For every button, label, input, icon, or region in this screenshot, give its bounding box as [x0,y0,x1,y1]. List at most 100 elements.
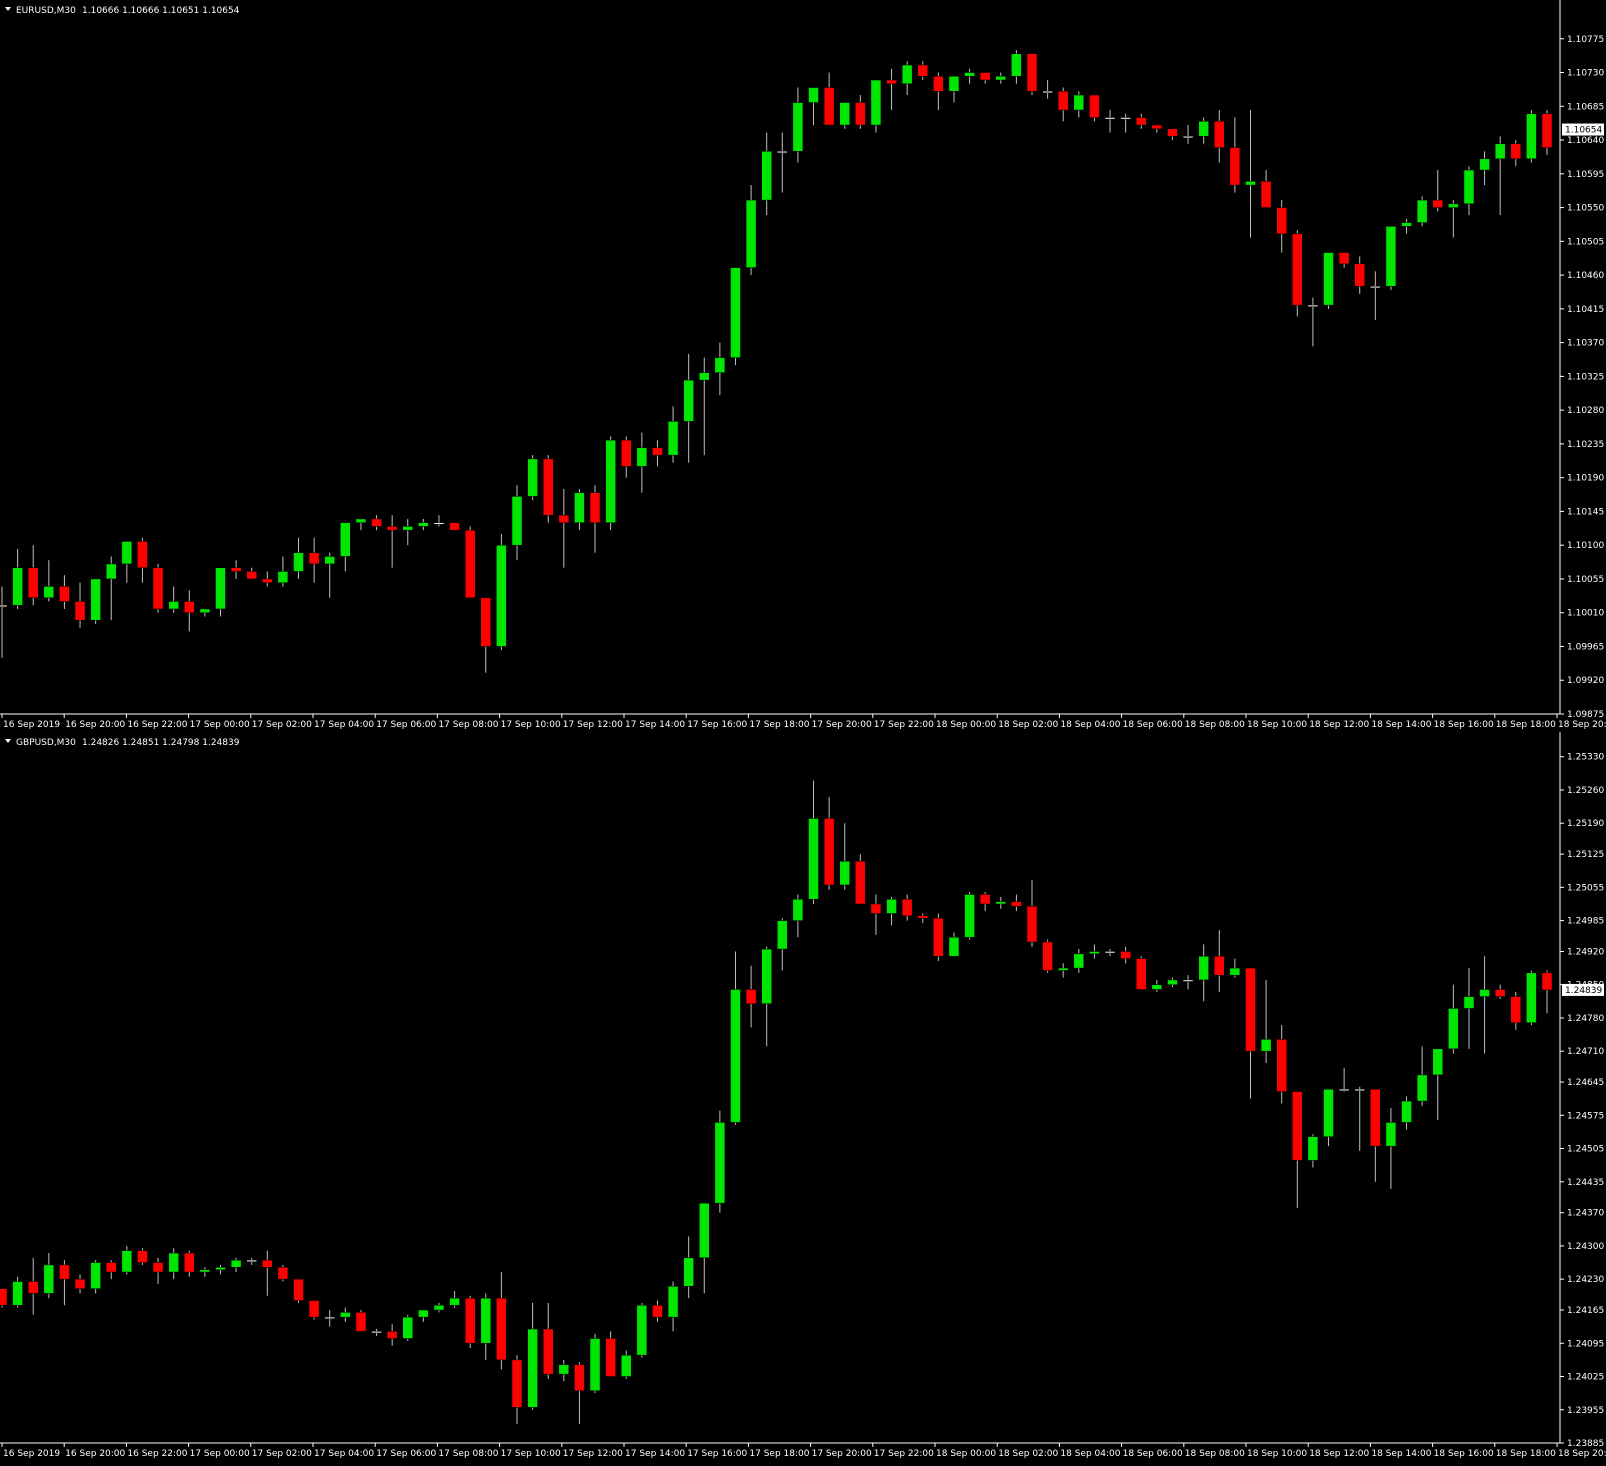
gbpusd-chart-window[interactable]: 1.25330 1.25260 1.25190 1.25125 1.25055 1.249… [0,732,1606,1466]
candle-body [1198,955,1209,981]
candle-body [1229,147,1241,186]
candle [1057,963,1069,978]
candle-body [1026,53,1038,92]
candle [527,1302,538,1410]
candle-body [995,901,1007,905]
collapse-triangle-icon[interactable] [5,739,11,743]
candle [745,965,757,1028]
candle [121,541,133,583]
candle [449,1291,460,1308]
candle-body [90,578,101,621]
candle [355,1310,367,1332]
candle-body [308,1300,320,1318]
candle-body [1042,91,1053,94]
gbpusd-current-price-marker: 1.24839 [1562,983,1604,996]
candle-body [542,1328,554,1375]
candle-body [1416,199,1428,223]
collapse-triangle-icon[interactable] [5,7,11,11]
time-tick-label: 18 Sep 00:00 [936,1449,996,1459]
eurusd-chart-window[interactable]: 1.10775 1.10730 1.10685 1.10640 1.10595 1.105… [0,0,1606,732]
candle [1323,1088,1334,1147]
price-tick-label: 1.25190 [1567,819,1604,829]
candle [1292,1091,1303,1208]
candle [1073,949,1085,973]
candle [152,563,164,613]
gbpusd-chart[interactable]: 1.25330 1.25260 1.25190 1.25125 1.25055 1.249… [0,732,1606,1466]
candle [262,571,273,587]
candle-body [839,860,850,886]
candle-body [1260,181,1272,208]
candle [511,485,523,561]
price-tick-label: 1.24985 [1567,917,1604,927]
candle [1541,970,1553,1014]
candle-body [652,1305,663,1318]
time-tick-label: 16 Sep 20:00 [65,1449,125,1459]
candle-body [464,529,476,598]
candle-body [59,586,70,602]
candle-body [184,1252,195,1273]
candle-body [1432,199,1444,208]
time-tick-label: 18 Sep 06:00 [1123,720,1183,730]
candle-body [1463,996,1475,1009]
candle-body [589,1338,601,1392]
price-tick-label: 1.24920 [1567,947,1604,957]
candle-body [1276,207,1287,235]
candle [246,567,257,580]
candle [1182,975,1194,990]
price-tick-label: 1.24505 [1567,1145,1604,1155]
candle [1245,967,1256,1099]
candle [1416,196,1428,227]
candle [855,854,866,905]
eurusd-symbol-label: EURUSD,M30 [16,6,76,16]
candle [105,556,117,621]
candle [480,597,492,673]
time-tick-label: 17 Sep 16:00 [687,1449,747,1459]
candle-body [355,518,367,523]
candle-body [59,1264,70,1280]
time-tick-label: 18 Sep 08:00 [1185,1449,1245,1459]
candle [199,608,211,617]
time-tick-label: 17 Sep 08:00 [438,1449,498,1459]
candle [308,537,320,583]
candle-body [371,1331,382,1334]
candle [792,87,804,163]
candle-body [699,372,710,381]
candle [246,1257,257,1265]
candle-body [1151,124,1163,130]
candle-body [558,514,570,523]
price-tick-label: 1.10100 [1567,541,1604,551]
candle [1510,991,1522,1030]
candle [293,1278,304,1303]
candle [27,545,39,606]
candle [1011,50,1022,84]
candle-body [1448,1008,1459,1050]
time-tick-label: 18 Sep 06:00 [1123,1449,1183,1459]
candle-body [699,1202,710,1259]
candle [574,488,585,531]
time-tick-label: 18 Sep 02:00 [998,1449,1058,1459]
candle-body [90,1262,101,1289]
candle-body [199,608,211,613]
candle-body [1370,286,1381,289]
candle-body [1307,1136,1319,1161]
price-tick-label: 1.10595 [1567,170,1604,180]
candle-body [1510,143,1522,160]
candle [105,1260,117,1280]
candle [964,68,975,84]
candle-body [1401,222,1412,227]
candle [1089,94,1100,122]
price-tick-label: 1.09920 [1567,676,1604,686]
candle-body [480,597,492,647]
candle-body [527,458,538,497]
candle [1229,117,1241,193]
candle-body [293,552,304,572]
candle [433,515,445,527]
candle-body [496,1297,507,1361]
candle [667,1281,679,1332]
time-tick-label: 18 Sep 04:00 [1060,1449,1120,1459]
candle [620,436,632,478]
time-tick-label: 17 Sep 02:00 [252,720,312,730]
eurusd-chart[interactable]: 1.10775 1.10730 1.10685 1.10640 1.10595 1.105… [0,0,1606,732]
candle [808,780,819,904]
candle-body [1089,951,1100,955]
